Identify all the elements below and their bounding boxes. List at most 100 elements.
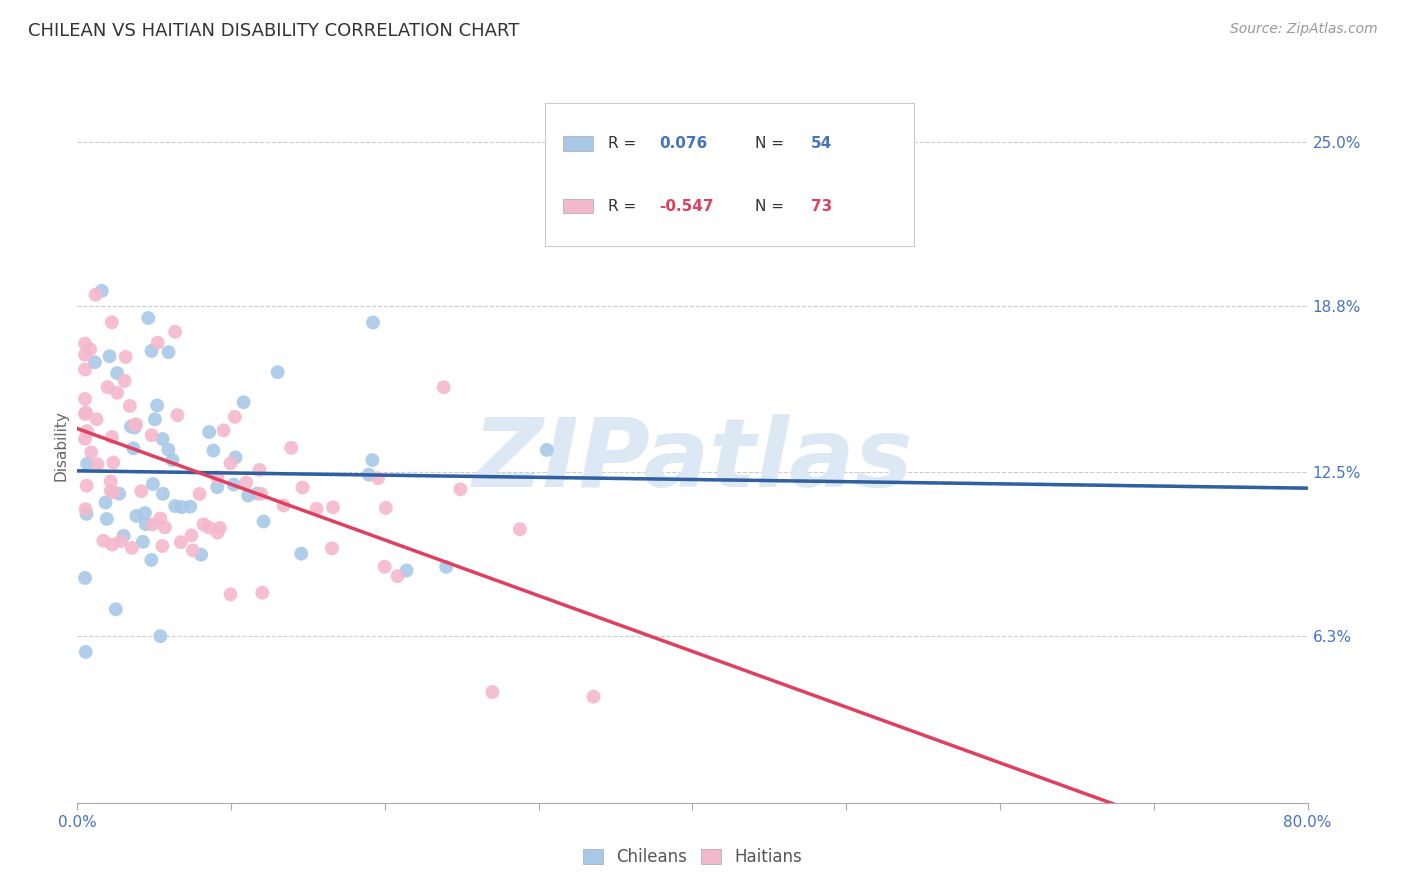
Point — [134, 506, 156, 520]
Point — [118, 399, 141, 413]
Point — [181, 543, 204, 558]
Text: Source: ZipAtlas.com: Source: ZipAtlas.com — [1230, 22, 1378, 37]
Point — [149, 511, 172, 525]
Point — [252, 585, 274, 599]
Point — [153, 520, 176, 534]
Point — [193, 517, 215, 532]
Point — [103, 455, 125, 469]
Point — [84, 287, 107, 301]
Point — [387, 569, 409, 583]
Point — [152, 487, 174, 501]
Point — [100, 475, 122, 489]
Point — [73, 362, 96, 376]
Point — [104, 602, 127, 616]
Point — [162, 453, 184, 467]
Point — [249, 463, 271, 477]
Point — [208, 521, 231, 535]
Point — [125, 417, 148, 432]
Point — [157, 345, 180, 359]
Point — [114, 350, 136, 364]
Point — [190, 548, 212, 562]
Point — [120, 419, 142, 434]
Point — [165, 325, 187, 339]
Point — [80, 445, 103, 459]
Point — [108, 486, 131, 500]
Point — [197, 520, 219, 534]
Point — [207, 525, 229, 540]
Point — [75, 405, 97, 419]
Point — [73, 571, 96, 585]
Point — [105, 366, 128, 380]
Point — [122, 418, 145, 433]
Point — [98, 349, 121, 363]
Point — [367, 471, 389, 485]
Point — [86, 412, 108, 426]
Point — [582, 690, 605, 704]
Point — [152, 432, 174, 446]
Point — [112, 529, 135, 543]
Point — [212, 423, 235, 437]
Point — [75, 645, 97, 659]
Text: CHILEAN VS HAITIAN DISABILITY CORRELATION CHART: CHILEAN VS HAITIAN DISABILITY CORRELATIO… — [28, 22, 519, 40]
Point — [509, 522, 531, 536]
Point — [224, 409, 246, 424]
Point — [124, 417, 146, 432]
Point — [205, 480, 228, 494]
Point — [179, 500, 201, 514]
Point — [207, 470, 229, 484]
Point — [146, 335, 169, 350]
Point — [188, 487, 211, 501]
Point — [97, 380, 120, 394]
Point — [73, 336, 96, 351]
Point — [219, 587, 242, 601]
Point — [150, 539, 173, 553]
Point — [143, 412, 166, 426]
Point — [198, 425, 221, 439]
Point — [166, 408, 188, 422]
Point — [361, 316, 384, 330]
Point — [141, 428, 163, 442]
Point — [434, 560, 457, 574]
Point — [79, 343, 101, 357]
Point — [73, 407, 96, 421]
Point — [170, 500, 193, 515]
Text: ZIPatlas: ZIPatlas — [472, 414, 912, 507]
Point — [132, 534, 155, 549]
Point — [101, 430, 124, 444]
Point — [305, 501, 328, 516]
Point — [105, 385, 128, 400]
Legend: Chileans, Haitians: Chileans, Haitians — [576, 842, 808, 873]
Point — [73, 392, 96, 406]
Point — [395, 564, 418, 578]
Point — [90, 284, 112, 298]
Point — [94, 495, 117, 509]
Point — [165, 499, 187, 513]
Point — [219, 456, 242, 470]
Point — [110, 534, 132, 549]
Point — [125, 508, 148, 523]
Point — [481, 685, 503, 699]
Point — [273, 499, 295, 513]
Point — [76, 478, 98, 492]
Point — [135, 517, 157, 532]
Point — [76, 457, 98, 471]
Point — [76, 424, 98, 438]
Point — [142, 477, 165, 491]
Point — [322, 500, 344, 515]
Point — [136, 311, 159, 326]
Point — [224, 450, 246, 465]
Point — [266, 365, 288, 379]
Point — [433, 380, 456, 394]
Point — [280, 441, 302, 455]
Point — [291, 481, 314, 495]
Point — [129, 484, 152, 499]
Point — [202, 443, 225, 458]
Point — [250, 487, 273, 501]
Point — [321, 541, 343, 556]
Point — [114, 374, 136, 388]
Point — [449, 483, 471, 497]
Point — [101, 315, 124, 329]
Point — [124, 420, 146, 434]
Point — [252, 515, 274, 529]
Point — [357, 467, 380, 482]
